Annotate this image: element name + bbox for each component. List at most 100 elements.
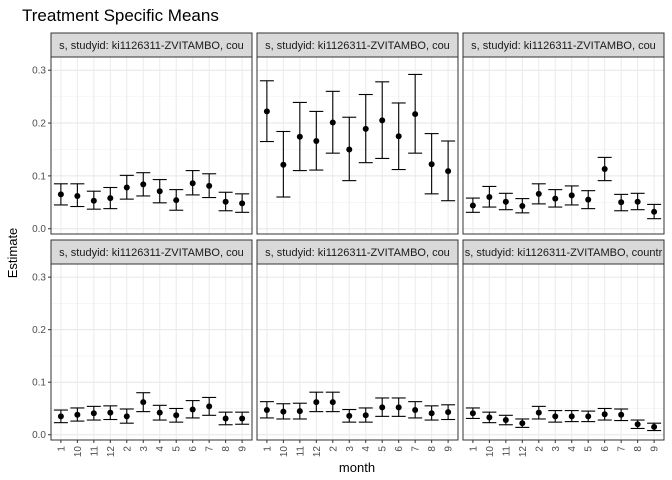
data-point <box>601 411 608 418</box>
x-tick-label: 8 <box>427 446 438 452</box>
plot-background <box>51 264 252 440</box>
plot-background <box>257 57 458 234</box>
facet-panel: s, studyid: ki1126311-ZVITAMBO, cou <box>462 32 665 235</box>
data-point <box>519 420 526 427</box>
data-point <box>618 199 625 206</box>
data-point <box>395 133 402 140</box>
x-tick-label: 9 <box>444 446 455 452</box>
x-tick-label: 9 <box>238 446 249 452</box>
data-point <box>445 409 452 416</box>
panel-border <box>256 56 459 235</box>
data-point <box>107 195 114 202</box>
x-tick-label: 6 <box>394 446 405 452</box>
facet-panel: s, studyid: ki1126311-ZVITAMBO, cou <box>256 32 459 235</box>
x-tick-label: 11 <box>295 446 306 457</box>
data-point <box>107 409 114 416</box>
data-point <box>412 111 419 118</box>
x-tick-label: 7 <box>205 446 216 452</box>
data-point <box>123 413 130 420</box>
data-point <box>239 200 246 207</box>
facet-strip <box>256 32 459 58</box>
data-point <box>362 412 369 419</box>
y-tick-label: 0.2 <box>32 325 46 336</box>
data-point <box>428 161 435 168</box>
facet-panel: s, studyid: ki1126311-ZVITAMBO, cou 1 10 11… <box>256 239 459 458</box>
x-tick-label: 1 <box>468 446 479 452</box>
facet-strip-label: s, studyid: ki1126311-ZVITAMBO, cou <box>59 40 244 52</box>
y-tick-label: 0.1 <box>32 378 46 389</box>
x-tick-label: 3 <box>139 446 150 452</box>
data-point <box>206 403 213 410</box>
data-point <box>651 208 658 215</box>
data-point <box>568 413 575 420</box>
data-point <box>313 138 320 145</box>
y-tick-label: 0.2 <box>32 119 46 130</box>
x-tick-label: 2 <box>328 446 339 452</box>
data-point <box>535 190 542 197</box>
panel-border <box>462 56 665 235</box>
panel-border <box>256 263 459 441</box>
data-point <box>651 423 658 430</box>
x-tick-label: 11 <box>501 446 512 457</box>
data-point <box>90 410 97 417</box>
data-point <box>329 119 336 126</box>
data-point <box>173 412 180 419</box>
data-point <box>618 411 625 418</box>
panel-border <box>50 56 253 235</box>
y-tick-label: 0.3 <box>32 66 46 77</box>
x-tick-label: 7 <box>617 446 628 452</box>
data-point <box>263 108 270 115</box>
x-tick-label: 4 <box>567 446 578 452</box>
data-point <box>601 166 608 173</box>
x-tick-label: 3 <box>551 446 562 452</box>
x-tick-label: 6 <box>188 446 199 452</box>
data-point <box>585 413 592 420</box>
y-tick-label: 0.0 <box>32 224 46 235</box>
data-point <box>329 399 336 406</box>
data-point <box>469 410 476 417</box>
data-point <box>57 191 64 198</box>
x-tick-label: 9 <box>650 446 661 452</box>
x-tick-label: 1 <box>56 446 67 452</box>
data-point <box>379 117 386 124</box>
x-tick-label: 12 <box>312 446 323 458</box>
x-tick-label: 10 <box>485 446 496 458</box>
data-point <box>486 194 493 201</box>
data-point <box>395 404 402 411</box>
x-tick-label: 10 <box>73 446 84 458</box>
facet-panel: s, studyid: ki1126311-ZVITAMBO, cou 0.0 0.… <box>32 239 253 458</box>
x-tick-label: 4 <box>155 446 166 452</box>
data-point <box>634 421 641 428</box>
data-point <box>222 198 229 205</box>
data-point <box>57 413 64 420</box>
data-point <box>502 417 509 424</box>
data-point <box>445 168 452 175</box>
facet-strip-label: s, studyid: ki1126311-ZVITAMBO, cou <box>265 40 450 52</box>
data-point <box>239 415 246 422</box>
y-tick-label: 0.1 <box>32 171 46 182</box>
plot-background <box>51 57 252 234</box>
data-point <box>206 182 213 189</box>
data-point <box>313 399 320 406</box>
data-point <box>189 180 196 187</box>
plot-background <box>257 264 458 440</box>
x-tick-label: 4 <box>361 446 372 452</box>
y-tick-label: 0.0 <box>32 430 46 441</box>
data-point <box>90 197 97 204</box>
x-tick-label: 12 <box>518 446 529 458</box>
x-tick-label: 10 <box>279 446 290 458</box>
x-tick-label: 12 <box>106 446 117 458</box>
data-point <box>296 133 303 140</box>
data-point <box>428 410 435 417</box>
x-tick-label: 5 <box>584 446 595 452</box>
facet-strip <box>462 32 665 58</box>
x-axis-title: month <box>339 460 375 475</box>
data-point <box>346 146 353 153</box>
x-tick-label: 5 <box>378 446 389 452</box>
data-point <box>280 408 287 415</box>
data-point <box>568 192 575 199</box>
y-tick-label: 0.3 <box>32 273 46 284</box>
plot-background <box>463 264 664 440</box>
data-point <box>519 202 526 209</box>
